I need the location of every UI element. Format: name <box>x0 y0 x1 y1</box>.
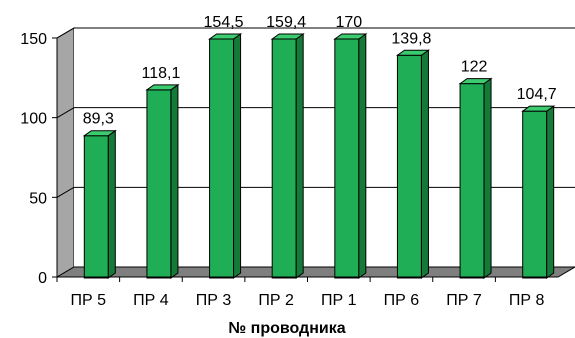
x-axis-title: № проводника <box>228 320 345 337</box>
bar-front <box>396 54 422 279</box>
data-label: 89,3 <box>83 111 114 128</box>
x-tick-label: ПР 5 <box>71 292 107 309</box>
bar <box>270 33 305 279</box>
x-axis: ПР 5 ПР 4 ПР 3 ПР 2 ПР 1 ПР 6 ПР 7 ПР 8 <box>56 276 558 309</box>
x-tick-label: ПР 1 <box>321 292 357 309</box>
bar-front <box>83 135 109 279</box>
y-tick-label: 100 <box>20 111 47 128</box>
bar-top <box>395 49 430 56</box>
bar <box>208 33 243 279</box>
bar-top <box>82 130 117 137</box>
gridline-side <box>56 27 75 39</box>
gridline-side <box>56 186 75 198</box>
data-label: 170 <box>335 14 362 31</box>
bar-top <box>333 33 368 40</box>
bar <box>145 83 180 279</box>
data-label: 154,5 <box>204 14 244 31</box>
data-label: 139,8 <box>391 30 431 47</box>
bar-side <box>358 33 367 279</box>
bar-side <box>483 77 492 279</box>
bar <box>458 77 493 279</box>
x-tick-label: ПР 4 <box>133 292 169 309</box>
y-tick-label: 0 <box>38 270 47 287</box>
bar-top <box>145 84 180 91</box>
y-tick-label: 150 <box>20 31 47 48</box>
side-wall <box>56 27 75 278</box>
y-axis: 0 50 100 150 <box>20 31 58 287</box>
x-tick-label: ПР 6 <box>384 292 420 309</box>
chart-walls <box>55 27 575 278</box>
bar-side <box>546 105 555 279</box>
bar-front <box>209 38 235 279</box>
bar-front <box>334 38 360 279</box>
bar-side <box>295 33 304 279</box>
bars <box>82 33 556 279</box>
data-label: 104,7 <box>517 86 557 103</box>
bar <box>333 33 368 279</box>
y-tick-label: 50 <box>29 190 47 207</box>
bar-top <box>208 33 243 40</box>
gridline-side <box>56 107 75 119</box>
floor <box>55 266 575 278</box>
data-label: 122 <box>461 59 488 76</box>
x-tick-label: ПР 8 <box>509 292 545 309</box>
bar-side <box>420 49 429 279</box>
bar <box>521 105 556 279</box>
bar <box>395 49 430 279</box>
data-labels: 89,3 118,1 154,5 159,4 170 139,8 122 104,7 <box>83 14 557 128</box>
bar-front <box>522 110 548 279</box>
bar-top <box>458 78 493 85</box>
x-tick-label: ПР 2 <box>258 292 294 309</box>
bar-side <box>107 129 116 279</box>
bar-top <box>521 105 556 112</box>
x-tick-label: ПР 3 <box>196 292 232 309</box>
data-label: 159,4 <box>266 14 306 31</box>
bar-front <box>271 38 297 279</box>
x-tick-label: ПР 7 <box>446 292 482 309</box>
data-label: 118,1 <box>142 65 181 82</box>
bar-top <box>270 33 305 40</box>
bar-front <box>459 83 485 279</box>
bar-side <box>170 83 179 279</box>
bar-front <box>146 89 172 279</box>
bar-side <box>233 33 242 279</box>
bar <box>82 129 117 279</box>
